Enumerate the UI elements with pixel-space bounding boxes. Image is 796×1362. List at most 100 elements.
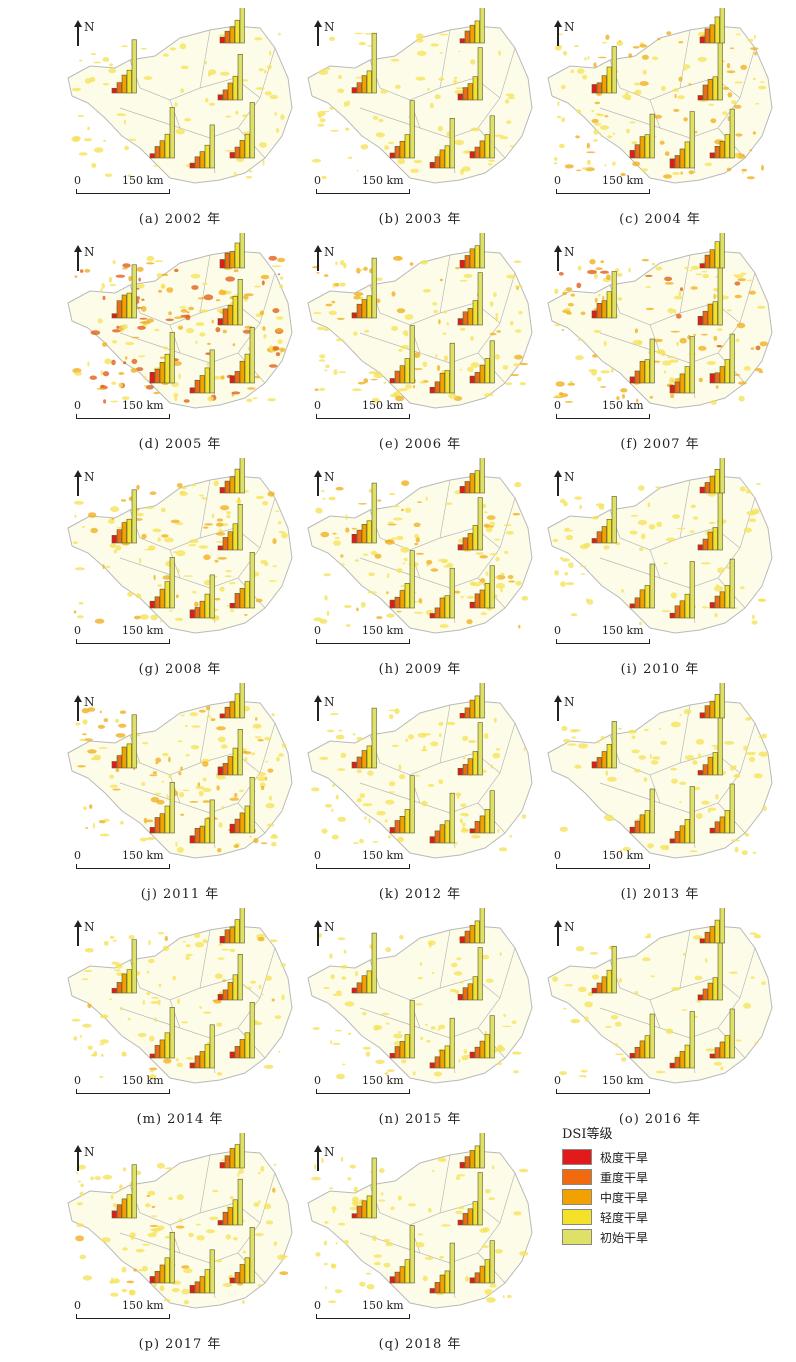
- inset-bar: [459, 486, 465, 494]
- drought-map: [60, 1133, 300, 1333]
- inset-bar: [429, 836, 435, 844]
- drought-patch: [158, 983, 162, 988]
- drought-patch: [384, 1072, 389, 1075]
- drought-patch: [600, 260, 604, 264]
- drought-patch: [621, 589, 624, 593]
- drought-patch: [364, 33, 373, 35]
- drought-patch: [632, 46, 640, 49]
- drought-patch: [618, 978, 623, 983]
- drought-patch: [221, 948, 230, 951]
- drought-patch: [701, 270, 708, 273]
- drought-patch: [231, 391, 241, 395]
- drought-patch: [333, 540, 341, 546]
- drought-patch: [184, 117, 192, 122]
- inset-bar: [709, 24, 715, 44]
- drought-patch: [482, 1227, 490, 1233]
- inset-bar: [464, 707, 470, 719]
- drought-patch: [414, 533, 419, 539]
- inset-bar: [457, 318, 463, 326]
- drought-patch: [198, 309, 209, 313]
- drought-patch: [620, 172, 626, 177]
- drought-patch: [439, 1255, 444, 1259]
- drought-map: [540, 233, 780, 433]
- inset-bar: [149, 153, 155, 159]
- north-arrow: N: [554, 470, 586, 500]
- inset-bar: [131, 489, 137, 544]
- drought-patch: [639, 547, 644, 551]
- panel-caption: (i) 2010 年: [620, 662, 700, 677]
- inset-bar: [222, 89, 228, 101]
- drought-patch: [213, 480, 219, 487]
- drought-patch: [337, 88, 345, 94]
- drought-patch: [678, 76, 683, 82]
- inset-bar: [361, 750, 367, 769]
- drought-patch: [405, 384, 412, 389]
- drought-patch: [102, 1174, 113, 1180]
- inset-bar: [469, 1051, 475, 1059]
- drought-patch: [690, 286, 698, 290]
- drought-patch: [747, 38, 754, 42]
- drought-patch: [715, 385, 719, 389]
- inset-bar: [489, 1240, 495, 1284]
- inset-bar: [462, 87, 468, 101]
- drought-patch: [636, 398, 639, 403]
- drought-patch: [109, 63, 113, 67]
- inset-bar: [469, 1150, 475, 1169]
- inset-bar: [234, 593, 240, 609]
- north-arrow: N: [74, 920, 106, 950]
- drought-patch: [271, 713, 275, 717]
- drought-patch: [119, 710, 127, 714]
- drought-patch: [79, 1254, 87, 1260]
- inset-bar: [239, 908, 245, 944]
- drought-patch: [743, 745, 748, 751]
- inset-bar: [194, 156, 200, 169]
- inset-bar: [709, 602, 715, 609]
- inset-bar: [371, 932, 377, 994]
- drought-patch: [197, 782, 200, 787]
- drought-patch: [104, 358, 112, 365]
- drought-patch: [99, 833, 110, 837]
- drought-patch: [505, 99, 510, 104]
- drought-patch: [198, 790, 204, 797]
- drought-patch: [234, 792, 238, 798]
- drought-patch: [753, 34, 756, 40]
- panel-caption: (k) 2012 年: [378, 887, 462, 902]
- inset-bar: [479, 364, 485, 384]
- scale-label: 150 km: [602, 849, 644, 862]
- inset-bar: [234, 19, 240, 44]
- drought-patch: [330, 974, 335, 980]
- drought-patch: [418, 598, 423, 604]
- drought-patch: [337, 937, 346, 941]
- inset-bar: [219, 713, 225, 719]
- panel-caption: (o) 2016 年: [618, 1112, 702, 1127]
- drought-patch: [424, 1023, 428, 1026]
- drought-patch: [415, 774, 420, 777]
- drought-patch: [81, 525, 85, 528]
- drought-patch: [195, 1223, 202, 1226]
- drought-patch: [137, 283, 145, 289]
- drought-patch: [439, 624, 449, 628]
- drought-patch: [221, 806, 225, 809]
- drought-patch: [149, 1070, 154, 1073]
- drought-patch: [364, 816, 367, 820]
- drought-patch: [400, 345, 410, 349]
- scale-bar: 0 150 km: [314, 1299, 426, 1323]
- drought-patch: [669, 359, 679, 363]
- drought-patch: [114, 718, 120, 723]
- drought-patch: [373, 1254, 382, 1258]
- drought-patch: [401, 1059, 407, 1064]
- drought-patch: [674, 94, 677, 99]
- map-svg: [307, 1133, 533, 1309]
- drought-patch: [204, 61, 207, 65]
- inset-bar: [409, 775, 415, 834]
- drought-patch: [175, 841, 178, 847]
- drought-patch: [574, 45, 579, 48]
- drought-patch: [368, 818, 371, 824]
- map-panel: N 0 150 km (n) 2015 年: [300, 908, 540, 1130]
- drought-patch: [325, 303, 333, 307]
- drought-patch: [496, 1062, 503, 1066]
- drought-patch: [512, 512, 521, 516]
- drought-patch: [164, 1167, 174, 1170]
- drought-patch: [254, 375, 261, 379]
- drought-patch: [461, 166, 471, 172]
